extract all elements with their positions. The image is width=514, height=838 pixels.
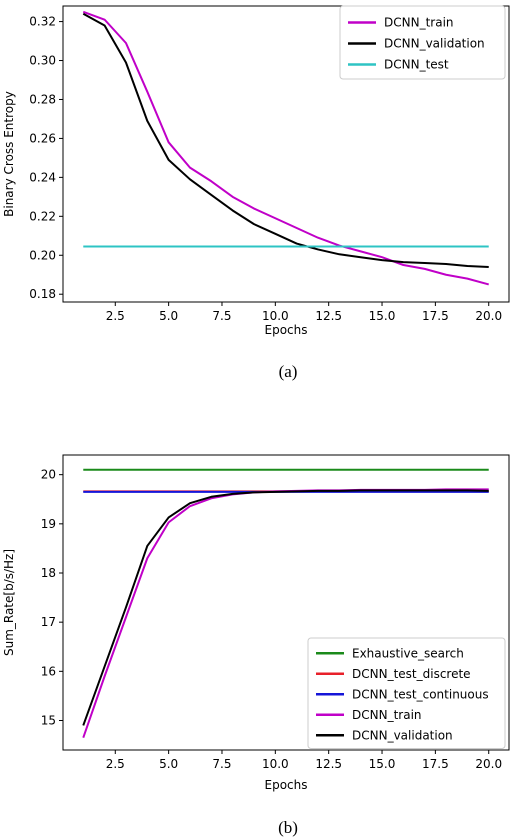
plot-frame [62, 454, 510, 751]
x-tick-label: 2.5 [106, 757, 125, 771]
series-group [82, 468, 489, 739]
chart-caption: (a) [279, 362, 298, 381]
series-line-dcnn-train [82, 10, 489, 286]
series-line-dcnn-validation [82, 489, 489, 726]
legend-entry: DCNN_test [384, 58, 449, 72]
x-tick-label: 7.5 [212, 757, 231, 771]
legend-entry: DCNN_validation [384, 37, 485, 51]
x-tick-label: 5.0 [159, 757, 178, 771]
x-tick-label: 17.5 [422, 309, 449, 323]
x-tick-label: 12.5 [315, 309, 342, 323]
x-tick-label: 12.5 [315, 757, 342, 771]
x-tick-label: 10.0 [262, 309, 289, 323]
y-axis-label: Sum_Rate[b/s/Hz] [2, 549, 16, 656]
legend-box [307, 637, 506, 749]
chart-b: 2.5 5.0 7.5 10.0 12.5 15.0 17.5 20.0 15 16 17 18 19 2… [2, 454, 510, 837]
chart-a: 2.5 5.0 7.5 10.0 12.5 15.0 17.5 20.0 0.18 0.20 0.2… [2, 5, 510, 381]
y-tick-label: 15 [41, 714, 56, 728]
y-tick-label: 0.30 [29, 54, 56, 68]
x-tick-label: 5.0 [159, 309, 178, 323]
y-tick-label: 0.20 [29, 248, 56, 262]
y-tick-label: 20 [41, 468, 56, 482]
chart-caption: (b) [278, 818, 298, 837]
legend-box [339, 5, 506, 80]
x-tick-label: 2.5 [106, 309, 125, 323]
x-tick-label: 7.5 [212, 309, 231, 323]
legend-entry: DCNN_test_discrete [352, 667, 471, 681]
x-tick-label: 15.0 [369, 309, 396, 323]
y-tick-label: 19 [41, 517, 56, 531]
y-tick-label: 0.28 [29, 92, 56, 106]
y-tick-label: 18 [41, 566, 56, 580]
x-tick-label: 20.0 [475, 757, 502, 771]
legend-entry: DCNN_train [384, 16, 454, 30]
plot-frame [62, 5, 510, 303]
y-tick-label: 0.18 [29, 287, 56, 301]
x-tick-label: 17.5 [422, 757, 449, 771]
x-tick-label: 20.0 [475, 309, 502, 323]
y-tick-label: 0.32 [29, 15, 56, 29]
y-tick-label: 0.22 [29, 209, 56, 223]
y-tick-label: 0.24 [29, 170, 56, 184]
x-axis-label: Epochs [265, 323, 308, 337]
x-tick-label: 15.0 [369, 757, 396, 771]
y-tick-label: 0.26 [29, 131, 56, 145]
x-tick-label: 10.0 [262, 757, 289, 771]
y-tick-label: 16 [41, 664, 56, 678]
legend-entry: DCNN_test_continuous [352, 687, 489, 701]
y-tick-label: 17 [41, 615, 56, 629]
y-axis-label: Binary Cross Entropy [2, 91, 16, 217]
legend-entry: DCNN_train [352, 708, 422, 722]
series-group [82, 10, 489, 286]
series-line-dcnn-validation [82, 12, 489, 268]
legend-entry: DCNN_validation [352, 728, 453, 742]
legend-entry: Exhaustive_search [352, 646, 464, 660]
x-axis-label: Epochs [265, 778, 308, 792]
